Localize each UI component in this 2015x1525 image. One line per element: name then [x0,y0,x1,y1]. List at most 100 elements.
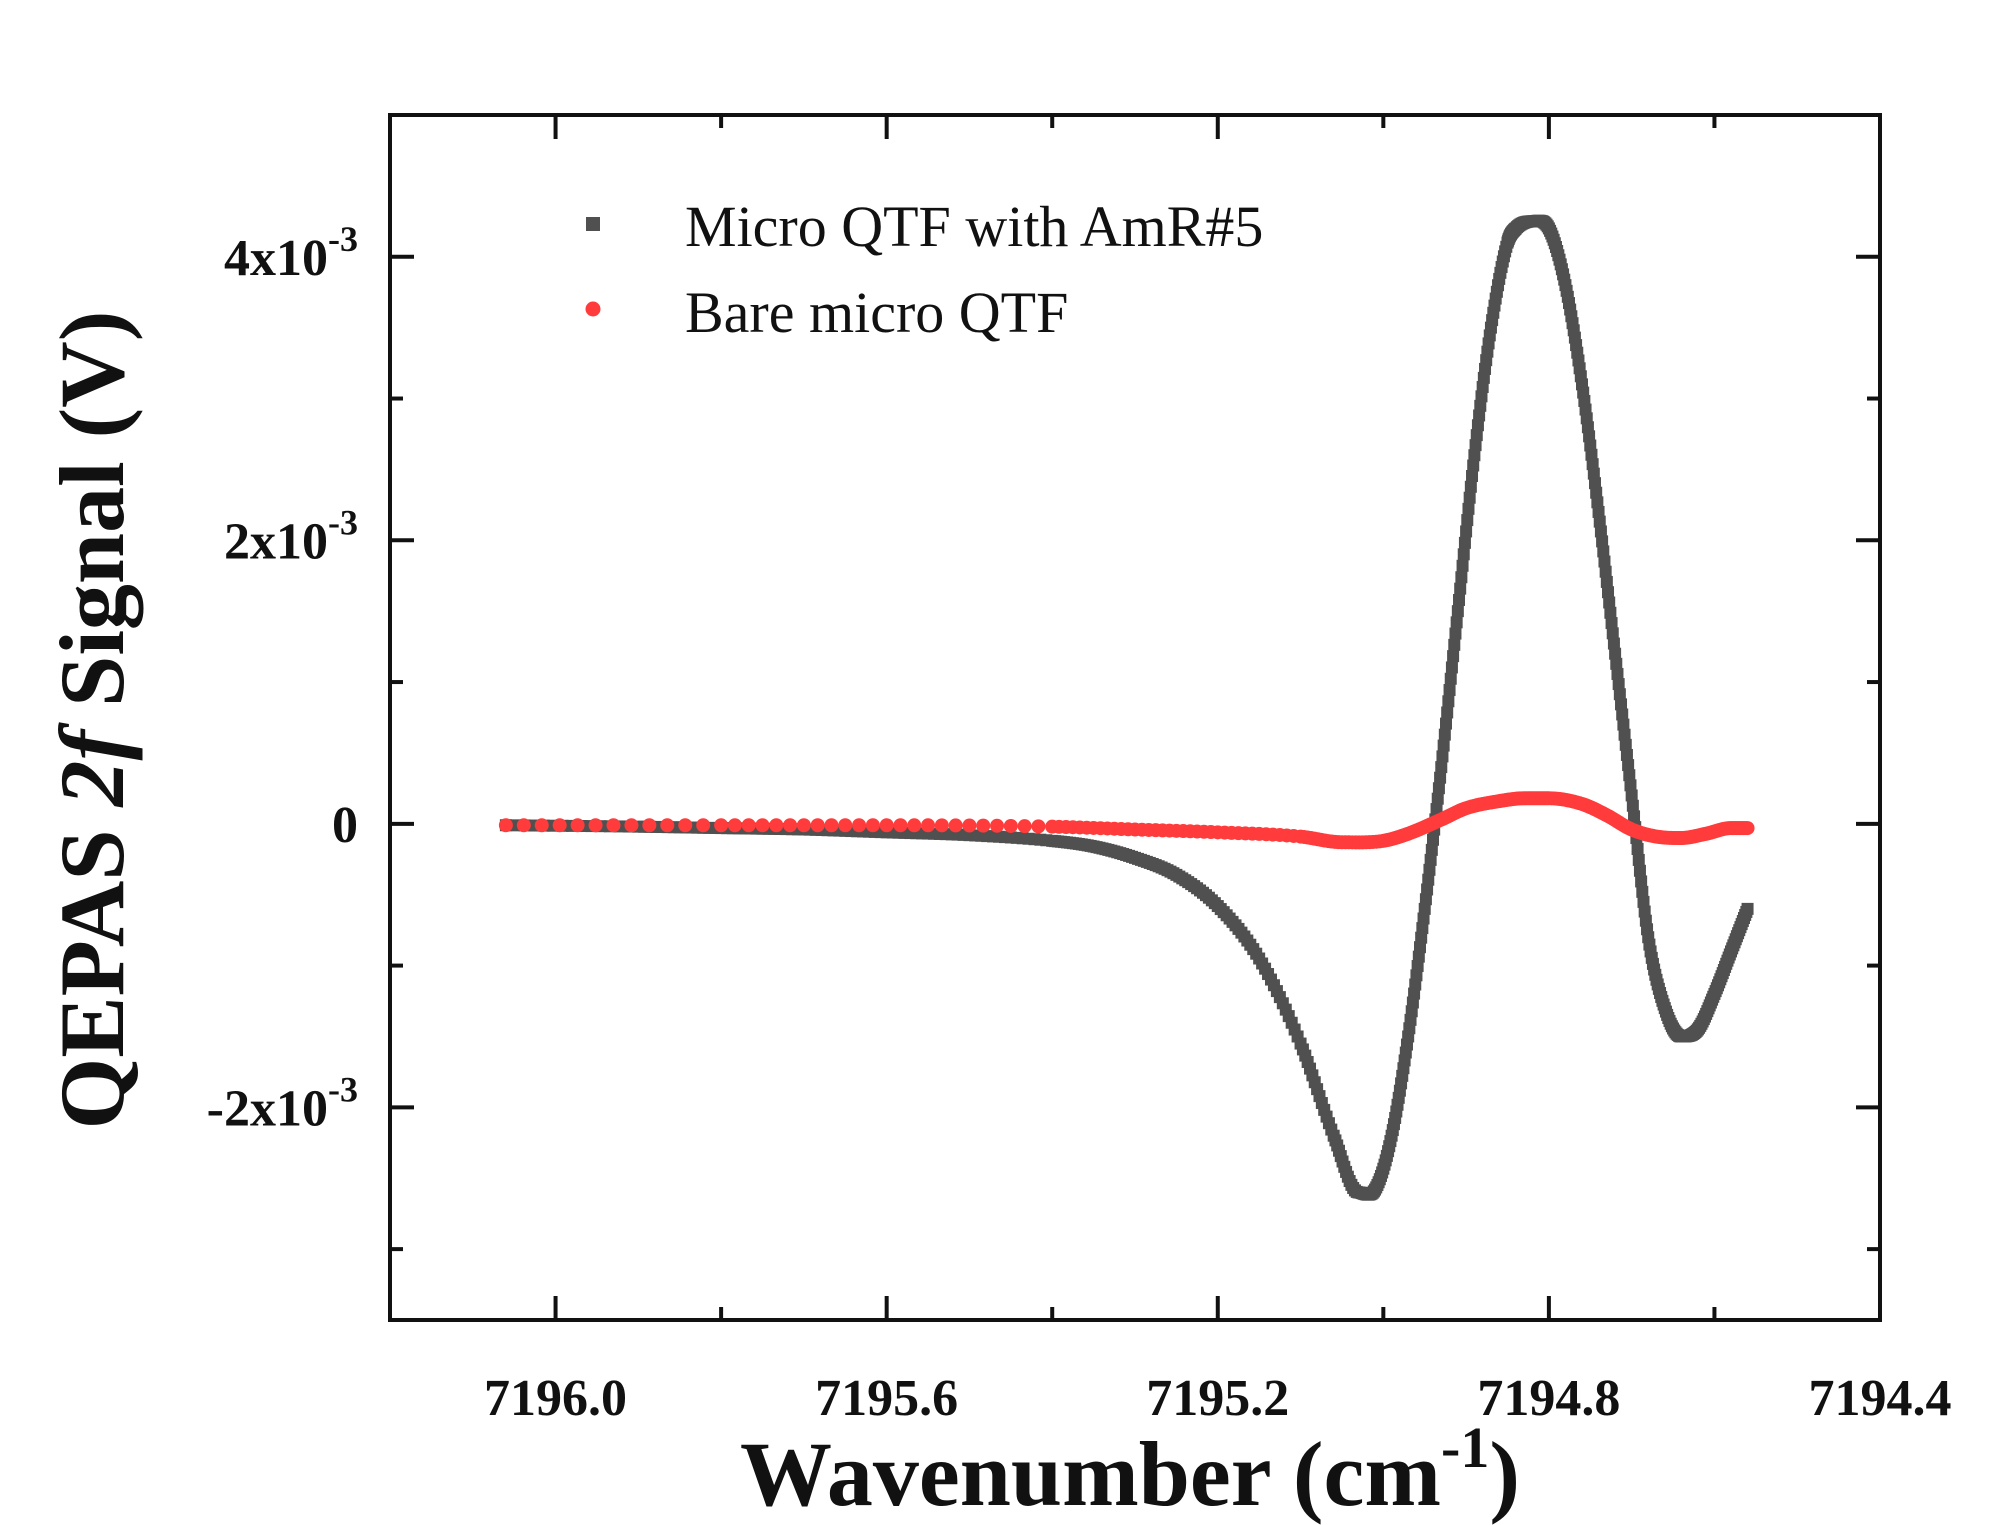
x-tick-label: 7194.8 [1477,1370,1620,1427]
data-point-square [1609,647,1622,660]
data-point-square [1415,931,1428,944]
y-tick-label-exponent: -3 [328,502,358,542]
data-point-circle [624,818,639,833]
data-point-square [1617,718,1630,731]
data-point-square [1427,833,1439,846]
data-point-square [1445,661,1458,674]
data-point-square [1418,902,1431,915]
data-point-circle [642,818,657,833]
data-point-square [1623,769,1636,782]
data-point-square [1412,950,1425,963]
data-point-square [1463,491,1476,504]
legend: Micro QTF with AmR#5 Bare micro QTF [585,194,1263,345]
y-axis-title-italic: 2f [41,721,143,808]
data-point-square [1590,486,1603,499]
data-point-square [1471,419,1484,432]
data-point-circle [976,818,991,833]
data-point-square [1453,593,1466,606]
data-point-square [1603,596,1616,609]
data-point-square [1636,885,1649,898]
data-point-circle [769,818,784,833]
data-point-square [1462,502,1475,515]
data-point-circle [678,818,693,833]
data-point-square [1413,941,1426,954]
data-point-square [1631,843,1644,856]
data-point-square [1586,458,1599,471]
data-point-circle [498,818,513,833]
data-point-square [1444,672,1457,685]
data-point-square [1458,536,1471,549]
legend-label-series-2: Bare micro QTF [685,280,1068,345]
x-axis-title-text: Wavenumber (cm [740,1423,1441,1525]
data-point-square [1474,399,1487,412]
legend-marker-square [586,217,600,231]
data-point-circle [660,818,675,833]
data-point-circle [838,818,853,833]
data-point-square [1475,390,1488,403]
data-point-circle [865,818,880,833]
data-point-square [1638,905,1651,918]
y-tick-label: 4x10-3 [224,219,358,287]
legend-marker-circle [585,301,601,317]
data-point-square [1613,688,1626,701]
y-axis-title-after: Signal (V) [41,311,143,730]
data-point-square [1416,922,1429,935]
y-tick-label-exponent: -3 [328,1069,358,1109]
y-tick-label: 2x10-3 [224,502,358,570]
data-point-square [1448,638,1461,651]
data-point-square [1440,717,1453,730]
data-point-square [1622,759,1635,772]
data-point-circle [1031,819,1046,834]
x-tick-label: 7196.0 [484,1370,627,1427]
data-point-square [1626,799,1639,812]
data-point-square [1456,559,1469,572]
y-tick-label-exponent: -3 [328,219,358,259]
data-point-square [1632,853,1645,866]
x-tick-label: 7195.6 [815,1370,958,1427]
data-point-circle [824,818,839,833]
data-point-square [1430,803,1443,816]
data-point-circle [796,818,811,833]
data-point-square [1455,571,1468,584]
data-point-square [1443,684,1456,697]
x-tick-labels: 7196.0 7195.6 7195.2 7194.8 7194.4 [484,1370,1951,1427]
data-point-circle [727,818,742,833]
data-point-square [1585,448,1598,461]
y-axis-title: QEPAS 2f Signal (V) [41,311,143,1130]
data-point-square [1599,565,1612,578]
data-point-square [1461,514,1474,527]
data-point-square [1417,912,1430,925]
data-point-circle [879,818,894,833]
legend-label-series-1: Micro QTF with AmR#5 [685,194,1263,259]
data-point-square [1598,555,1611,568]
y-tick-label-base: 4x10 [224,230,328,287]
data-point-square [1464,480,1477,493]
data-point-square [1408,987,1421,1000]
data-point-circle [921,818,936,833]
data-point-square [1618,728,1631,741]
data-point-square [1606,627,1619,640]
data-point-square [1593,515,1606,528]
data-point-square [1594,525,1607,538]
data-point-circle [962,818,977,833]
y-tick-label: -2x10-3 [207,1069,358,1137]
data-point-square [1624,779,1637,792]
data-point-circle [1003,818,1018,833]
data-point-square [1625,789,1638,802]
data-point-square [1637,895,1650,908]
data-point-square [1587,467,1600,480]
data-point-circle [948,818,963,833]
data-point-square [1423,863,1436,876]
data-point-circle [907,818,922,833]
data-point-square [1741,902,1754,915]
x-tick-label: 7194.4 [1809,1370,1952,1427]
data-point-circle [990,818,1005,833]
data-point-square [1470,429,1483,442]
data-point-square [1596,535,1609,548]
data-point-square [1616,708,1629,721]
data-point-square [1597,545,1610,558]
data-point-square [1583,430,1596,443]
data-point-circle [516,818,531,833]
data-point-circle [714,818,729,833]
